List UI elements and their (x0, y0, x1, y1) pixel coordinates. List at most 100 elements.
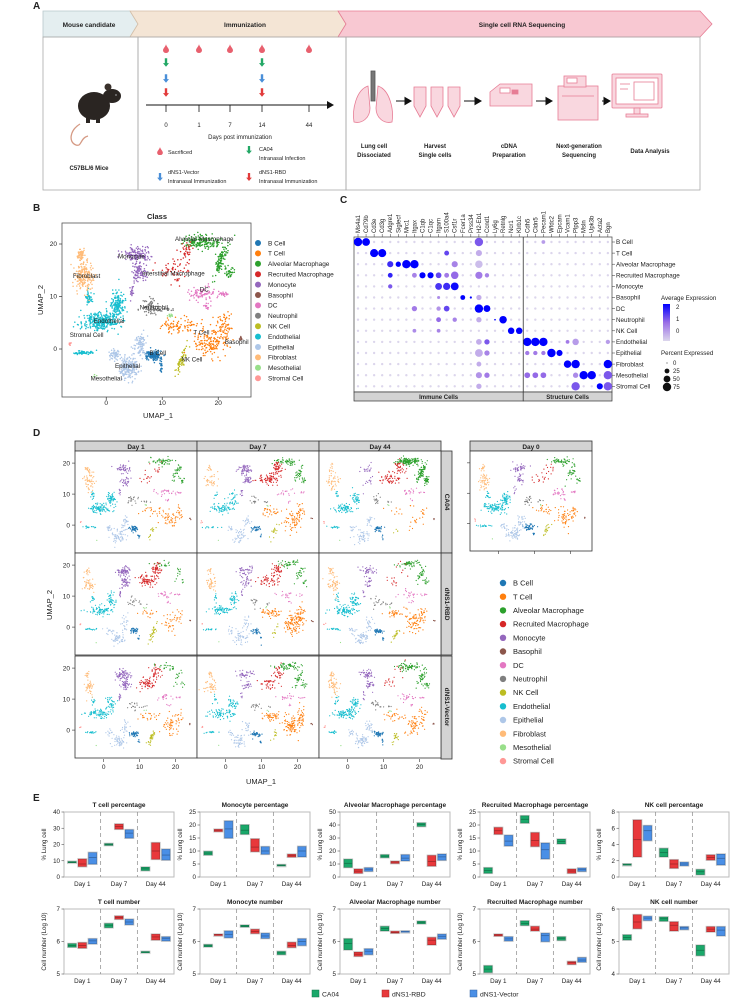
umap-point (231, 502, 233, 504)
umap-point (82, 526, 84, 528)
panel-label-a: A (33, 1, 40, 12)
umap-point (233, 541, 235, 543)
umap-point (234, 537, 236, 539)
umap-point (212, 275, 214, 277)
umap-point (108, 354, 111, 357)
umap-point (210, 482, 212, 484)
umap-point (124, 525, 126, 527)
umap-point (174, 522, 176, 524)
umap-point (213, 474, 215, 476)
umap-point (281, 463, 283, 465)
umap-point (230, 526, 233, 528)
umap-point (170, 313, 172, 315)
umap-point (204, 245, 206, 248)
expression-dot (566, 329, 569, 332)
umap-point (85, 327, 87, 330)
umap-point (105, 502, 107, 504)
umap-point (284, 530, 286, 532)
umap-point (221, 292, 224, 295)
umap-point (139, 477, 141, 479)
umap-point (183, 248, 185, 250)
umap-point (296, 503, 298, 505)
umap-point (150, 357, 152, 359)
umap-point (203, 477, 205, 480)
umap-point (159, 363, 162, 365)
umap-point (161, 462, 163, 464)
umap-point (189, 239, 191, 242)
umap-point (140, 349, 143, 351)
umap-point (161, 466, 163, 468)
umap-point (278, 475, 280, 477)
umap-point (89, 474, 91, 477)
umap-point (411, 527, 414, 530)
umap-point (276, 467, 278, 469)
umap-point (247, 465, 249, 467)
expression-dot (542, 274, 545, 277)
umap-point (165, 324, 168, 327)
umap-point (142, 329, 145, 331)
expression-dot (364, 362, 368, 366)
expression-dot (372, 351, 376, 355)
umap-point (269, 513, 271, 515)
umap-point (91, 287, 93, 289)
umap-point (179, 518, 181, 520)
panel-c: C Ms4a1 Cd79b Cd3e Cd3g Adgre1 Siglecf Mrc1 Itg… (340, 195, 717, 402)
expression-dot (534, 362, 537, 366)
umap-point (225, 317, 228, 319)
umap-point (174, 492, 176, 494)
umap-point (233, 271, 236, 274)
expression-dot (526, 329, 529, 332)
expression-dot (596, 383, 603, 390)
umap-point (244, 521, 246, 523)
panel-a: A Mouse candidate Immunization Single ce… (33, 1, 713, 191)
umap-point (293, 492, 296, 494)
umap-point (231, 527, 233, 529)
umap-point (132, 262, 134, 265)
umap-point (296, 513, 298, 515)
umap-point (210, 469, 212, 471)
umap-point (80, 321, 82, 324)
expression-dot (542, 385, 545, 388)
expression-dot (435, 272, 442, 279)
umap-point (109, 356, 111, 358)
umap-point (231, 508, 234, 510)
umap-point (195, 345, 197, 348)
x-tick-label: 0 (104, 400, 108, 407)
expression-dot (405, 340, 408, 344)
umap-point (113, 534, 115, 536)
umap-point (76, 290, 78, 292)
umap-point (299, 470, 301, 472)
expression-dot (445, 362, 448, 366)
umap-point (250, 531, 252, 533)
umap-point (211, 480, 213, 482)
expression-dot (558, 263, 561, 266)
umap-point (284, 460, 287, 462)
umap-point (142, 279, 145, 282)
expression-dot (429, 307, 432, 310)
umap-point (88, 319, 90, 322)
expression-dot (493, 340, 497, 344)
umap-point (106, 330, 109, 333)
expression-dot (606, 329, 610, 332)
legend-label: Alveolar Macrophage (268, 261, 330, 268)
umap-point (124, 515, 126, 517)
umap-point (83, 294, 86, 296)
umap-point (220, 328, 222, 330)
expression-dot (509, 307, 513, 310)
umap-point (189, 251, 191, 253)
umap-point (267, 516, 269, 518)
umap-point (141, 346, 144, 348)
umap-point (122, 533, 124, 536)
group-strip-label: Structure Cells (546, 395, 589, 401)
umap-point (133, 280, 135, 282)
umap-point (109, 502, 111, 504)
umap-point (84, 285, 87, 288)
umap-point (166, 315, 169, 317)
umap-point (150, 351, 152, 354)
umap-point (271, 530, 273, 532)
umap-point (167, 308, 170, 310)
umap-point (135, 277, 138, 280)
umap-point (172, 266, 174, 269)
cluster-label: T Cell (193, 329, 209, 336)
umap-point (214, 340, 217, 343)
